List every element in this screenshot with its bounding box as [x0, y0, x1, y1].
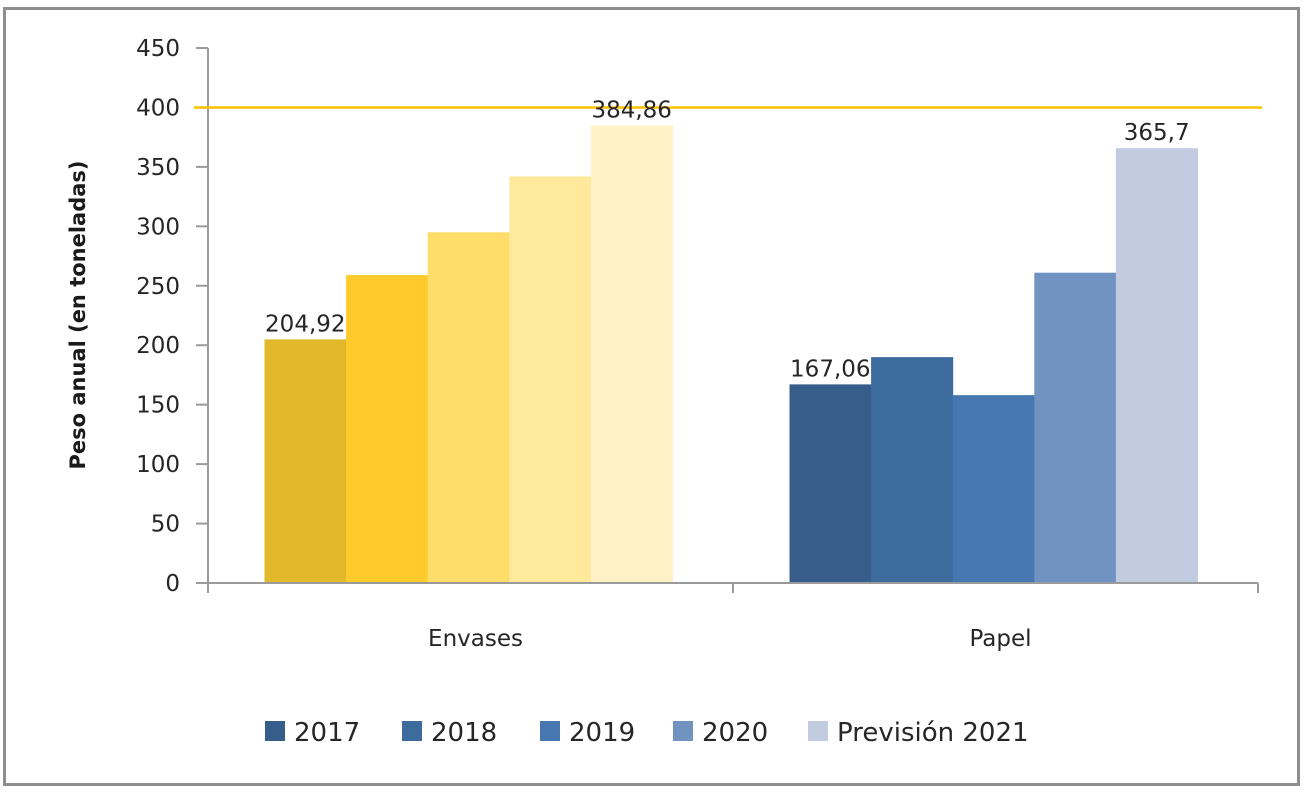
legend-marker — [540, 721, 560, 741]
legend-marker — [402, 721, 422, 741]
bar-envases-previsión-2021 — [590, 125, 673, 584]
y-axis-title: Peso anual (en toneladas) — [66, 160, 90, 469]
bar-papel-2020 — [1034, 272, 1117, 583]
legend-label: 2019 — [569, 718, 635, 748]
bar-envases-2020 — [509, 176, 592, 583]
legend-label: 2018 — [431, 718, 497, 748]
y-tick-label: 350 — [136, 155, 180, 181]
bars — [264, 125, 1198, 584]
bar-papel-2017 — [789, 384, 872, 583]
y-tick-label: 300 — [136, 214, 180, 240]
legend: 2017 2018 2019 2020 Previsión 2021 — [265, 718, 1029, 748]
bar-envases-2017 — [264, 339, 347, 583]
x-axis: Envases Papel — [196, 582, 1259, 652]
bar-envases-2019 — [427, 232, 510, 583]
y-tick-label: 0 — [165, 571, 180, 597]
legend-marker — [808, 721, 828, 741]
legend-label: 2017 — [294, 718, 360, 748]
bar-papel-previsión-2021 — [1115, 148, 1198, 583]
data-label: 384,86 — [591, 97, 671, 123]
legend-label: 2020 — [702, 718, 768, 748]
y-tick-label: 250 — [136, 274, 180, 300]
legend-marker — [265, 721, 285, 741]
legend-marker — [673, 721, 693, 741]
x-category-label: Envases — [428, 626, 523, 652]
data-label: 365,7 — [1124, 120, 1190, 146]
y-axis: 0 50 100 150 200 250 300 350 400 450 — [136, 36, 209, 597]
y-tick-label: 50 — [151, 512, 180, 538]
bar-papel-2018 — [871, 357, 954, 583]
y-tick-label: 200 — [136, 333, 180, 359]
data-label: 167,06 — [790, 356, 870, 382]
y-tick-label: 450 — [136, 36, 180, 62]
y-tick-label: 100 — [136, 452, 180, 478]
bar-papel-2019 — [952, 395, 1035, 583]
data-labels: 204,92 384,86 167,06 365,7 — [265, 97, 1190, 382]
y-tick-label: 150 — [136, 393, 180, 419]
bar-envases-2018 — [346, 275, 429, 583]
x-category-label: Papel — [969, 626, 1031, 652]
data-label: 204,92 — [265, 311, 345, 337]
legend-label: Previsión 2021 — [837, 718, 1029, 748]
y-tick-label: 400 — [136, 95, 180, 121]
